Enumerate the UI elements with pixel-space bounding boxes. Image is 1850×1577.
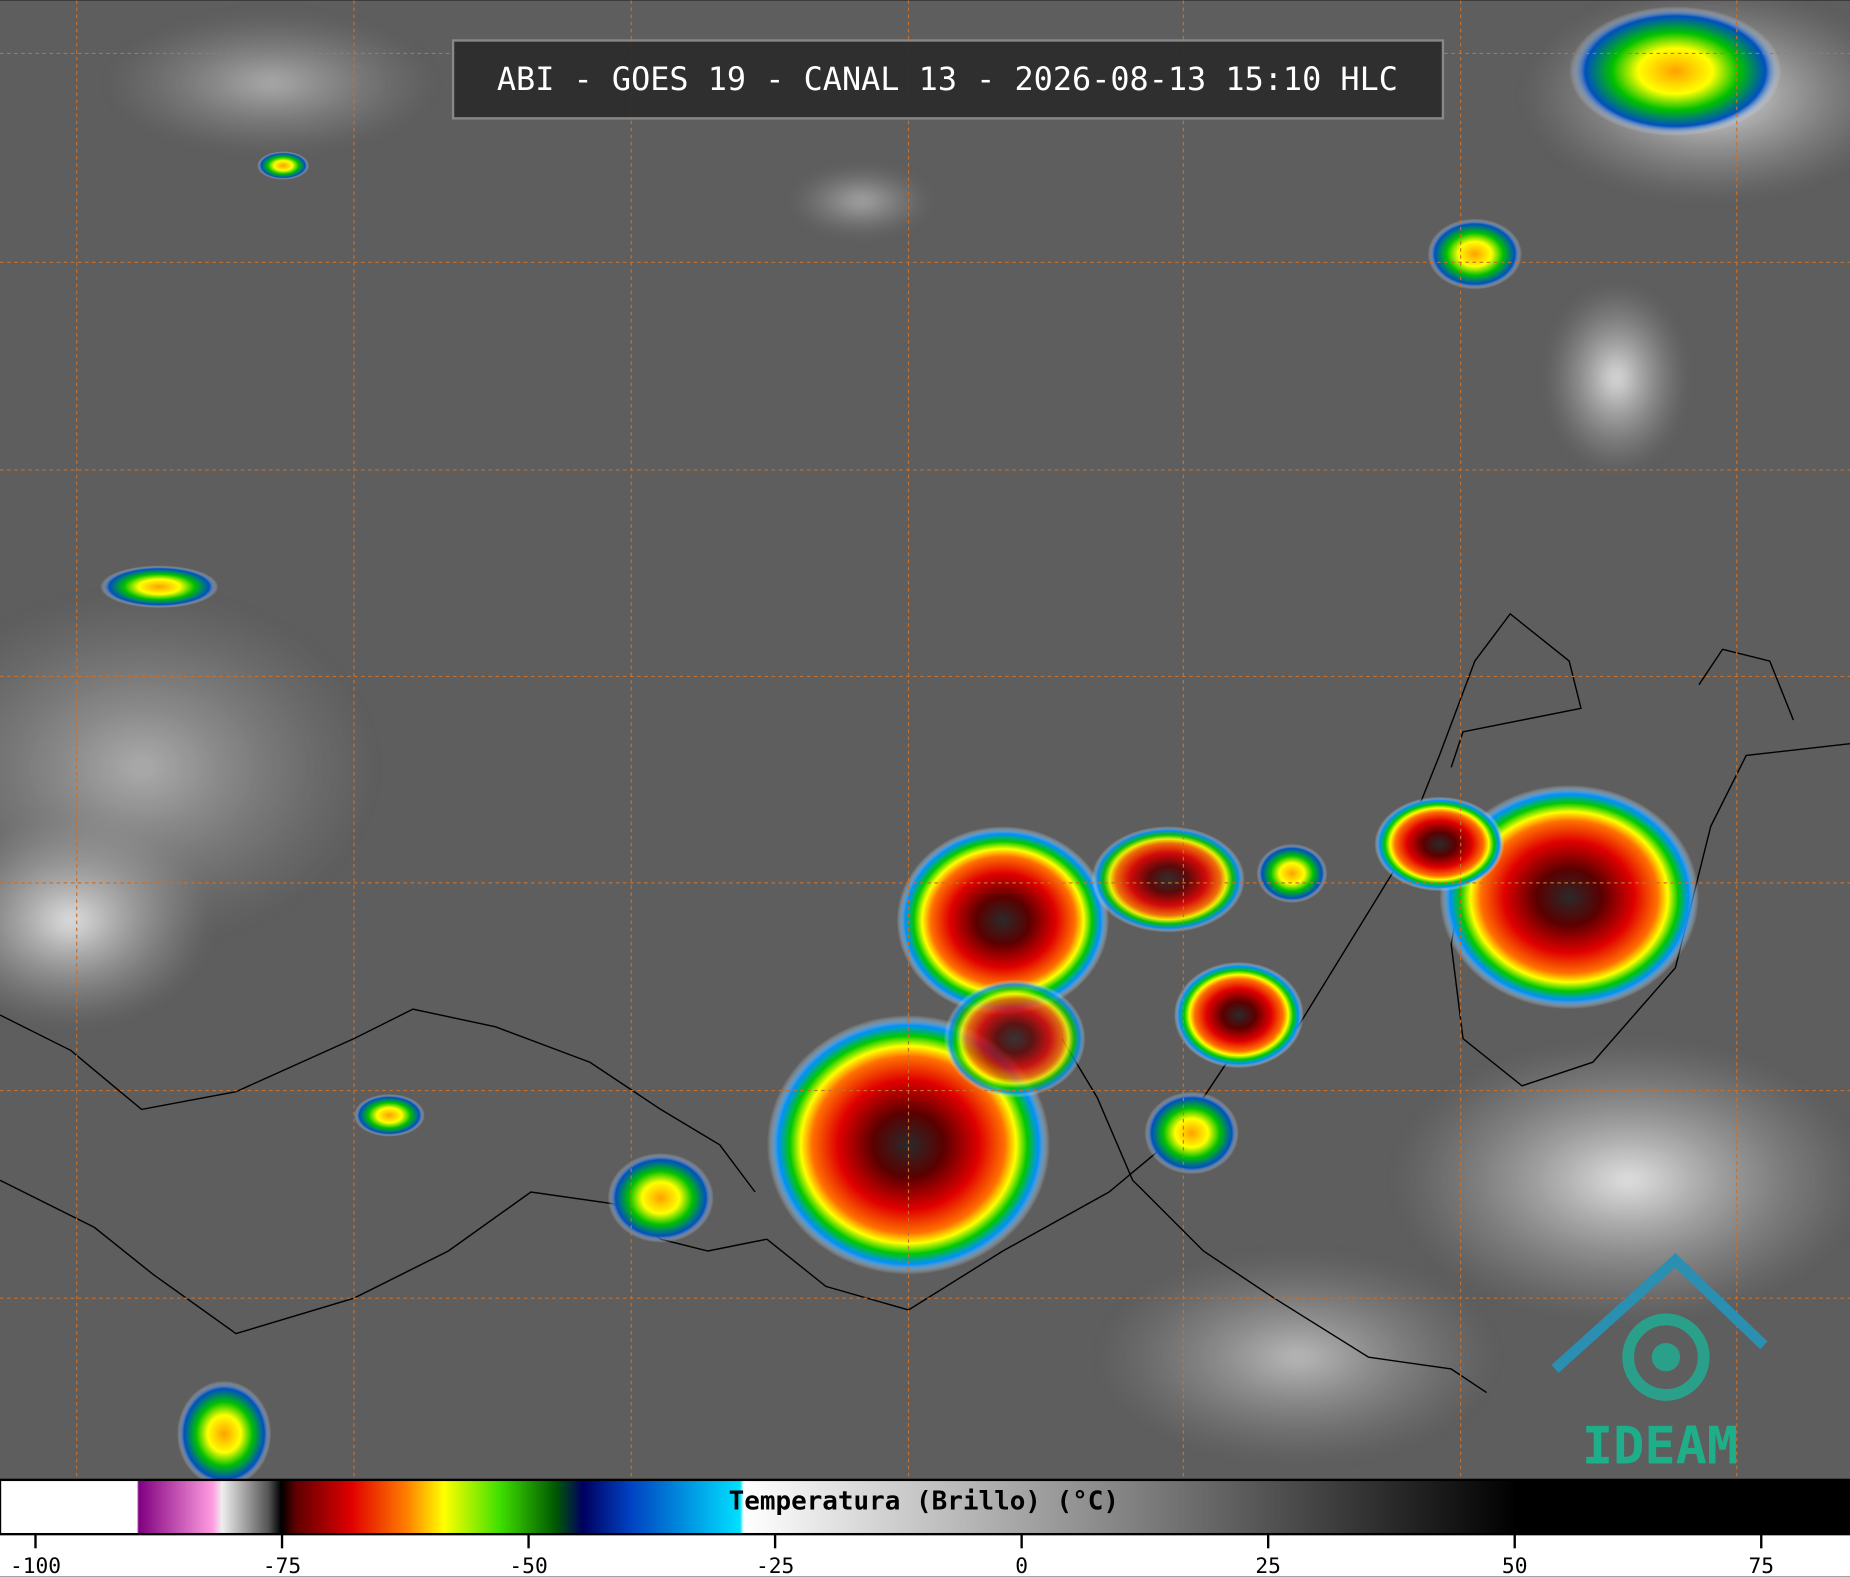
tick-label: -100	[10, 1554, 61, 1577]
tick-label: 0	[1015, 1554, 1028, 1577]
title: ABI - GOES 19 - CANAL 13 - 2026-08-13 15…	[497, 60, 1398, 98]
storms	[100, 6, 1782, 1487]
clouds	[0, 0, 1850, 1464]
logo: IDEAM	[1551, 1253, 1768, 1476]
colorbar-ticks: -100 -75 -50 -25 0 25 50 75	[10, 1534, 1774, 1577]
tick-label: -50	[509, 1554, 547, 1577]
tick-label: -25	[756, 1554, 794, 1577]
logo-text: IDEAM	[1582, 1416, 1738, 1476]
coastlines	[0, 612, 1850, 1394]
colorbar	[0, 1478, 1850, 1536]
graticule	[0, 0, 1850, 1480]
tick-label: 75	[1748, 1554, 1774, 1577]
tick-label: 25	[1255, 1554, 1281, 1577]
colorbar-label: Temperatura (Brillo) (°C)	[729, 1486, 1119, 1516]
tick-label: 50	[1502, 1554, 1528, 1577]
tick-label: -75	[263, 1554, 301, 1577]
title-box	[451, 39, 1445, 120]
